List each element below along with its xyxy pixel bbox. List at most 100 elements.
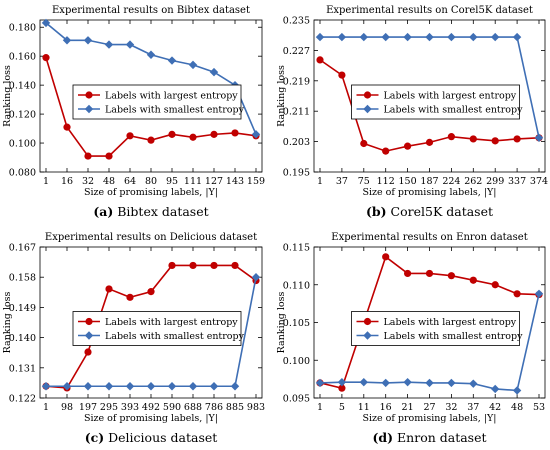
x-tick-label: 197 <box>79 402 97 413</box>
data-point-circle <box>210 130 218 138</box>
data-point-circle <box>425 138 434 146</box>
data-point-circle <box>404 142 412 150</box>
legend-marker-diamond <box>363 331 372 340</box>
legend-marker-diamond <box>84 331 94 340</box>
data-point-circle <box>147 136 155 144</box>
y-axis-label: Ranking loss <box>276 65 287 127</box>
data-point-diamond <box>491 384 500 394</box>
data-point-circle <box>316 56 324 64</box>
x-axis-label: Size of promising labels, |Y| <box>84 187 218 198</box>
y-tick-label: 0.219 <box>283 76 310 87</box>
legend-label: Labels with smallest entropy <box>384 105 524 116</box>
x-tick-label: 187 <box>420 176 438 187</box>
data-point-circle <box>126 293 134 301</box>
caption-text: Enron dataset <box>397 430 486 445</box>
y-tick-label: 0.195 <box>283 168 310 179</box>
data-point-diamond <box>403 32 412 42</box>
legend-box <box>72 84 242 120</box>
data-point-diamond <box>359 32 368 42</box>
y-tick-label: 0.120 <box>9 110 36 121</box>
y-tick-label: 0.100 <box>283 356 310 367</box>
y-tick-label: 0.080 <box>9 168 36 179</box>
data-point-diamond <box>337 377 347 387</box>
data-point-diamond <box>167 56 177 65</box>
data-point-circle <box>338 384 346 392</box>
caption-text: Delicious dataset <box>108 430 217 445</box>
x-tick-label: 295 <box>100 402 118 413</box>
x-tick-label: 1 <box>43 402 49 413</box>
data-point-circle <box>513 290 521 298</box>
data-point-diamond <box>512 32 522 42</box>
data-point-circle <box>189 133 197 141</box>
y-tick-label: 0.100 <box>9 139 36 150</box>
data-point-circle <box>231 261 239 270</box>
data-point-circle <box>147 288 155 296</box>
data-point-circle <box>447 272 455 280</box>
data-point-diamond <box>125 382 135 391</box>
legend-label: Labels with smallest entropy <box>105 105 245 116</box>
y-tick-label: 0.158 <box>9 273 36 284</box>
x-tick-label: 492 <box>142 402 160 413</box>
data-point-diamond <box>469 379 478 388</box>
y-tick-label: 0.095 <box>283 394 310 405</box>
y-tick-label: 0.140 <box>9 333 36 344</box>
data-point-diamond <box>146 50 156 59</box>
x-tick-label: 48 <box>103 176 115 187</box>
data-point-diamond <box>381 32 390 42</box>
data-point-diamond <box>188 382 198 391</box>
series-1 <box>42 54 260 160</box>
x-tick-label: 127 <box>205 176 223 187</box>
data-point-circle <box>491 137 499 145</box>
data-point-circle <box>382 253 390 261</box>
x-tick-label: 1 <box>317 176 323 187</box>
data-point-diamond <box>230 382 240 391</box>
x-tick-label: 393 <box>121 402 139 413</box>
x-tick-label: 1 <box>317 402 323 413</box>
x-tick-label: 32 <box>445 402 457 413</box>
x-tick-label: 688 <box>184 402 202 413</box>
x-tick-label: 11 <box>358 402 370 413</box>
data-point-diamond <box>534 289 544 299</box>
data-point-circle <box>168 130 176 138</box>
x-tick-label: 98 <box>61 402 73 413</box>
data-point-diamond <box>447 32 456 42</box>
data-point-circle <box>491 281 499 289</box>
legend-label: Labels with largest entropy <box>105 317 238 328</box>
caption-letter: (b) <box>366 204 387 219</box>
data-point-diamond <box>251 130 261 139</box>
data-point-circle <box>105 152 113 160</box>
data-point-diamond <box>403 377 412 387</box>
legend-marker-diamond <box>363 104 372 114</box>
x-tick-label: 143 <box>226 176 244 187</box>
x-tick-label: 21 <box>402 402 414 413</box>
x-tick-label: 75 <box>358 176 370 187</box>
panel-caption: (c) Delicious dataset <box>85 430 218 445</box>
data-point-circle <box>126 132 134 140</box>
x-tick-label: 37 <box>467 402 479 413</box>
legend-marker-circle <box>85 91 93 99</box>
data-point-circle <box>210 261 218 270</box>
y-tick-label: 0.227 <box>283 46 310 57</box>
data-point-diamond <box>447 378 456 388</box>
x-tick-label: 150 <box>399 176 417 187</box>
x-tick-label: 337 <box>508 176 526 187</box>
x-tick-label: 262 <box>464 176 482 187</box>
x-tick-label: 64 <box>124 176 136 187</box>
x-tick-label: 5 <box>339 402 345 413</box>
data-point-diamond <box>315 378 325 388</box>
y-tick-label: 0.211 <box>283 107 310 118</box>
legend: Labels with largest entropy Labels with s… <box>351 84 524 120</box>
data-point-circle <box>338 71 346 79</box>
data-point-circle <box>42 54 50 62</box>
caption-letter: (c) <box>85 430 104 445</box>
x-tick-label: 80 <box>145 176 157 187</box>
y-tick-label: 0.235 <box>283 16 310 27</box>
data-point-diamond <box>83 36 93 45</box>
x-tick-label: 53 <box>533 402 545 413</box>
chart-title: Experimental results on Corel5K dataset <box>326 5 533 16</box>
y-tick-label: 0.122 <box>9 394 36 405</box>
y-axis-label: Ranking loss <box>276 292 287 354</box>
legend-marker-circle <box>363 317 372 326</box>
data-point-circle <box>84 152 92 160</box>
data-point-circle <box>447 133 455 141</box>
